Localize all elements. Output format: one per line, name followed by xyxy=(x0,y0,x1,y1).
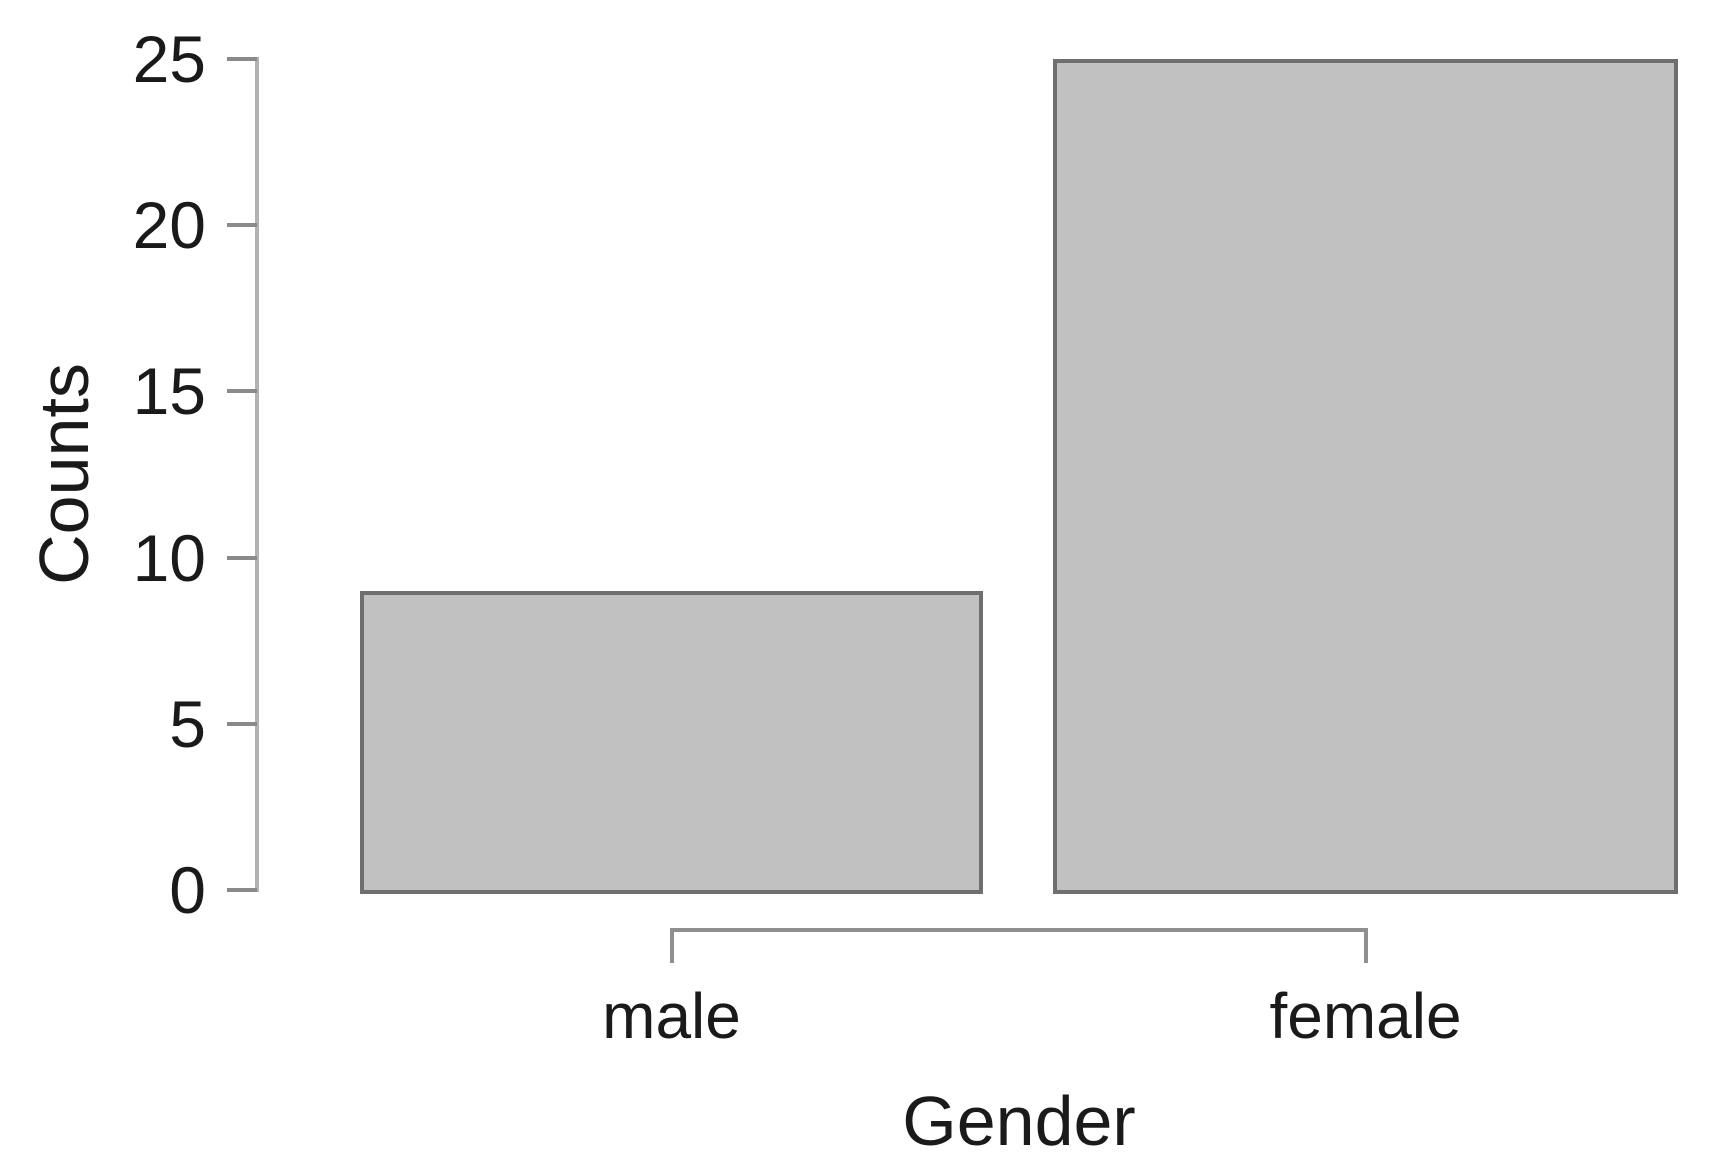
y-tick-mark xyxy=(227,389,257,394)
y-tick-mark xyxy=(227,721,257,726)
y-tick-label: 0 xyxy=(169,853,206,927)
x-axis-title: Gender xyxy=(902,1082,1136,1160)
x-axis-line xyxy=(669,928,1368,932)
y-tick-mark xyxy=(227,57,257,61)
y-tick-mark xyxy=(227,223,257,228)
y-tick-label: 15 xyxy=(132,354,206,429)
y-tick-label: 25 xyxy=(132,22,206,96)
y-tick-label: 20 xyxy=(132,188,206,263)
x-axis-tick-female xyxy=(1363,930,1368,963)
y-axis-line xyxy=(255,57,259,892)
x-category-label-male: male xyxy=(602,980,741,1052)
bar-male xyxy=(360,590,983,894)
x-axis-tick-male xyxy=(669,930,674,963)
y-tick-label: 5 xyxy=(169,686,206,761)
y-tick-label: 10 xyxy=(132,520,206,595)
x-category-label-female: female xyxy=(1269,980,1462,1052)
y-tick-mark xyxy=(227,555,257,560)
y-tick-mark xyxy=(227,888,257,892)
bar-female xyxy=(1053,59,1678,894)
